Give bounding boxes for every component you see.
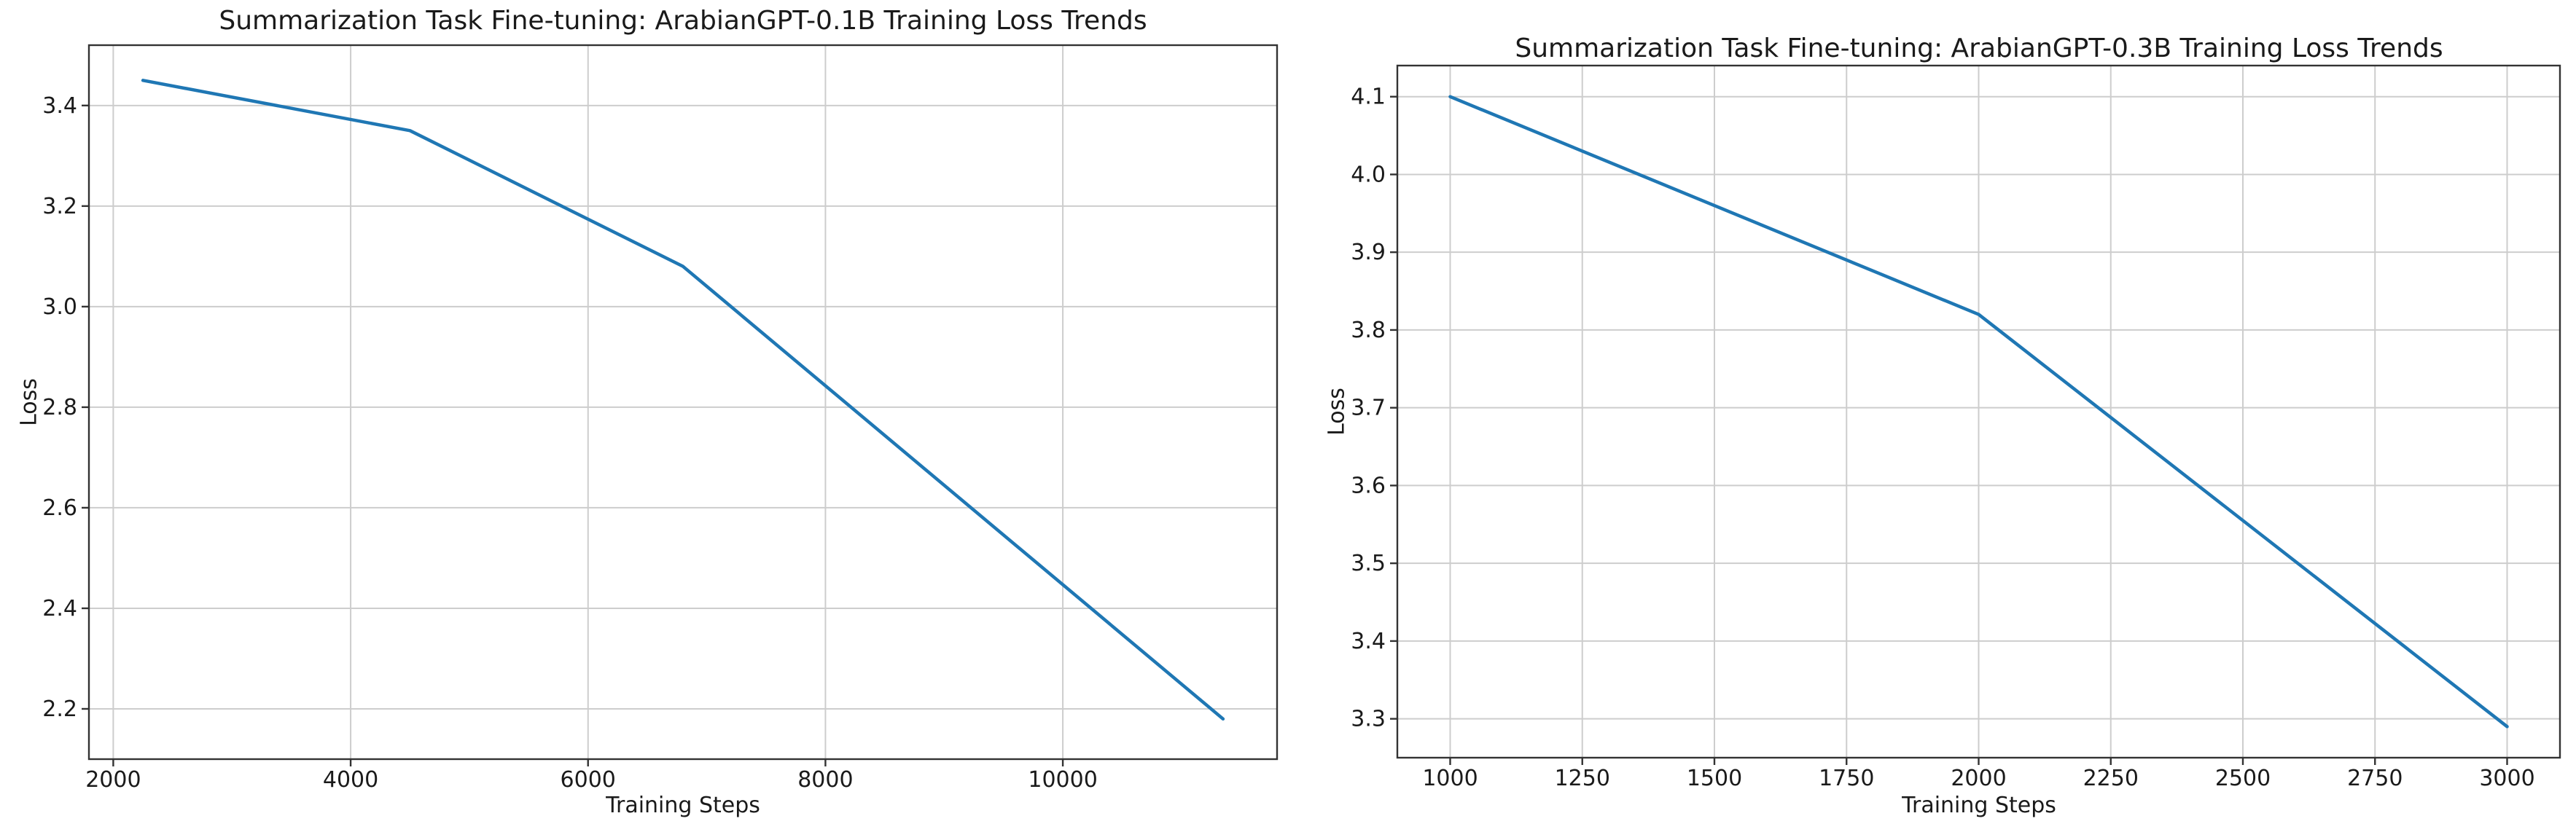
y-tick-label: 3.9 [1351, 240, 1386, 265]
y-axis-label: Loss [16, 378, 42, 426]
y-tick-label: 3.0 [42, 294, 77, 320]
y-tick-label: 3.7 [1351, 396, 1386, 421]
x-tick-label: 6000 [561, 767, 616, 793]
x-tick-label: 10000 [1028, 767, 1097, 793]
x-tick-label: 1750 [1819, 766, 1874, 791]
y-tick-label: 4.0 [1351, 162, 1386, 187]
chart-title: Summarization Task Fine-tuning: ArabianG… [219, 6, 1147, 36]
loss-trend-line [1448, 95, 2509, 729]
y-tick-label: 3.3 [1351, 707, 1386, 732]
plot-border [87, 44, 1279, 761]
y-tick-label: 2.2 [42, 696, 77, 722]
y-tick-label: 3.6 [1351, 473, 1386, 498]
x-tick-label: 2750 [2347, 766, 2403, 791]
loss-trend-line [141, 79, 1225, 721]
line-chart-arabiangpt-0-3b: 1000 1250 1500 1750 2000 2250 2500 2750 3000 3.3 3… [1351, 64, 2561, 791]
x-tick-label: 1000 [1422, 766, 1478, 791]
y-tick-label: 3.2 [42, 194, 77, 219]
y-tick-label: 3.4 [42, 93, 77, 119]
y-tick-label: 2.6 [42, 495, 77, 521]
x-axis-label: Training Steps [1902, 793, 2056, 818]
x-axis-label: Training Steps [606, 793, 760, 818]
x-tick-label: 1250 [1555, 766, 1610, 791]
chart-panel-arabiangpt-0-3b: 1000 1250 1500 1750 2000 2250 2500 2750 3000 3.3 3… [1305, 0, 2576, 832]
chart-panel-arabiangpt-0-1b: 2000 4000 6000 8000 10000 2.2 2.4 2.6 2.8 3.0 3.2 3… [16, 6, 1279, 818]
y-axis-label: Loss [1324, 388, 1350, 436]
y-tick-label: 3.4 [1351, 629, 1386, 654]
y-tick-label: 4.1 [1351, 85, 1386, 110]
x-tick-label: 2500 [2215, 766, 2271, 791]
x-tick-label: 3000 [2479, 766, 2534, 791]
chart-title: Summarization Task Fine-tuning: ArabianG… [1515, 34, 2443, 63]
x-tick-label: 1500 [1687, 766, 1742, 791]
line-chart-arabiangpt-0-1b: 2000 4000 6000 8000 10000 2.2 2.4 2.6 2.8 3.0 3.2 3… [42, 44, 1279, 793]
y-tick-label: 2.8 [42, 395, 77, 420]
y-tick-label: 2.4 [42, 596, 77, 621]
x-tick-label: 8000 [797, 767, 853, 793]
y-tick-label: 3.8 [1351, 318, 1386, 343]
plot-border [1396, 64, 2561, 759]
x-tick-label: 2000 [1951, 766, 2006, 791]
x-tick-label: 4000 [323, 767, 378, 793]
x-tick-label: 2250 [2083, 766, 2139, 791]
x-tick-label: 2000 [85, 767, 141, 793]
y-tick-label: 3.5 [1351, 551, 1386, 576]
